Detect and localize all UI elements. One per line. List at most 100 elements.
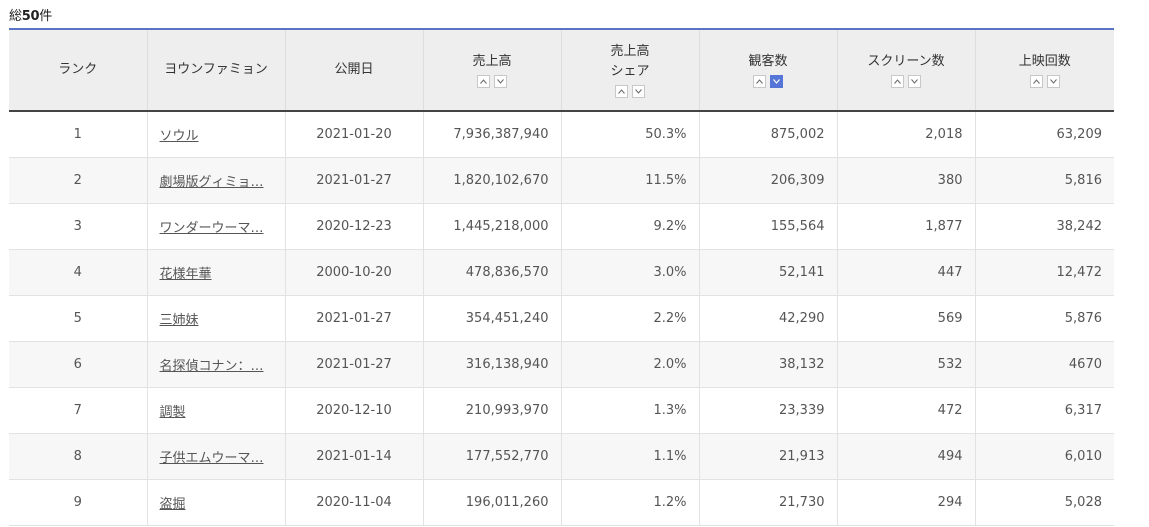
header-share-label-line2: シェア bbox=[610, 64, 650, 79]
cell-title: 子供エムウーマ… bbox=[147, 433, 286, 480]
header-screens: スクリーン数 bbox=[837, 28, 976, 112]
cell-audience: 23,339 bbox=[699, 387, 838, 434]
cell-sales: 316,138,940 bbox=[423, 341, 562, 388]
audience-sort-controls bbox=[700, 75, 837, 88]
box-office-table-wrapper: ランク ヨウンファミョン 公開日 売上高 売上高 シェア 観客数 bbox=[9, 28, 1114, 526]
cell-share: 9.2% bbox=[561, 203, 700, 250]
cell-rank: 2 bbox=[9, 157, 148, 204]
cell-date: 2021-01-27 bbox=[285, 341, 424, 388]
cell-audience: 155,564 bbox=[699, 203, 838, 250]
cell-rank: 5 bbox=[9, 295, 148, 342]
cell-title: 盗掘 bbox=[147, 479, 286, 526]
table-body: 1 ソウル 2021-01-20 7,936,387,940 50.3% 875… bbox=[9, 111, 1114, 526]
movie-title-link[interactable]: 劇場版グィミョ… bbox=[159, 175, 264, 190]
movie-title-link[interactable]: 三姉妹 bbox=[159, 313, 199, 328]
sort-desc-button[interactable] bbox=[908, 75, 921, 88]
sort-desc-button[interactable] bbox=[632, 85, 645, 98]
movie-title-link[interactable]: 名探偵コナン：… bbox=[159, 359, 264, 374]
cell-share: 11.5% bbox=[561, 157, 700, 204]
chevron-down-icon bbox=[1049, 79, 1057, 84]
cell-audience: 38,132 bbox=[699, 341, 838, 388]
header-rank-label: ランク bbox=[58, 62, 98, 77]
cell-title: 花様年華 bbox=[147, 249, 286, 296]
header-date-label: 公開日 bbox=[334, 62, 374, 77]
showings-sort-controls bbox=[976, 75, 1115, 88]
table-row: 8 子供エムウーマ… 2021-01-14 177,552,770 1.1% 2… bbox=[9, 433, 1114, 480]
cell-share: 1.3% bbox=[561, 387, 700, 434]
header-share-label-line1: 売上高 bbox=[610, 44, 650, 59]
cell-screens: 380 bbox=[837, 157, 976, 204]
sort-asc-button[interactable] bbox=[1029, 75, 1043, 88]
chevron-up-icon bbox=[618, 89, 625, 94]
total-count: 総50件 bbox=[9, 5, 52, 24]
cell-date: 2021-01-14 bbox=[285, 433, 424, 480]
header-audience: 観客数 bbox=[699, 28, 838, 112]
cell-showings: 38,242 bbox=[975, 203, 1114, 250]
chevron-up-icon bbox=[894, 79, 901, 84]
header-title: ヨウンファミョン bbox=[147, 28, 286, 112]
cell-title: 劇場版グィミョ… bbox=[147, 157, 286, 204]
cell-date: 2000-10-20 bbox=[285, 249, 424, 296]
cell-title: ワンダーウーマ… bbox=[147, 203, 286, 250]
cell-audience: 42,290 bbox=[699, 295, 838, 342]
total-suffix: 件 bbox=[39, 9, 52, 24]
cell-screens: 1,877 bbox=[837, 203, 976, 250]
cell-audience: 52,141 bbox=[699, 249, 838, 296]
cell-rank: 9 bbox=[9, 479, 148, 526]
sort-asc-button[interactable] bbox=[477, 75, 490, 88]
cell-showings: 12,472 bbox=[975, 249, 1114, 296]
cell-share: 2.2% bbox=[561, 295, 700, 342]
cell-audience: 21,913 bbox=[699, 433, 838, 480]
chevron-up-icon bbox=[756, 79, 763, 84]
movie-title-link[interactable]: ワンダーウーマ… bbox=[159, 221, 264, 236]
sales-sort-controls bbox=[424, 75, 561, 88]
table-row: 3 ワンダーウーマ… 2020-12-23 1,445,218,000 9.2%… bbox=[9, 203, 1114, 250]
header-sales-label: 売上高 bbox=[472, 54, 512, 69]
cell-sales: 1,445,218,000 bbox=[423, 203, 562, 250]
table-header: ランク ヨウンファミョン 公開日 売上高 売上高 シェア 観客数 bbox=[9, 28, 1115, 112]
chevron-down-icon bbox=[497, 79, 504, 84]
table-row: 6 名探偵コナン：… 2021-01-27 316,138,940 2.0% 3… bbox=[9, 341, 1114, 388]
total-prefix: 総 bbox=[9, 9, 22, 24]
cell-title: 調製 bbox=[147, 387, 286, 434]
chevron-down-icon bbox=[635, 89, 642, 94]
table-row: 9 盗掘 2020-11-04 196,011,260 1.2% 21,730 … bbox=[9, 479, 1114, 526]
cell-date: 2020-12-10 bbox=[285, 387, 424, 434]
sort-desc-button-active[interactable] bbox=[770, 75, 783, 88]
movie-title-link[interactable]: ソウル bbox=[159, 129, 199, 144]
cell-showings: 5,876 bbox=[975, 295, 1114, 342]
chevron-down-icon bbox=[911, 79, 918, 84]
cell-sales: 478,836,570 bbox=[423, 249, 562, 296]
cell-share: 50.3% bbox=[561, 111, 700, 158]
cell-showings: 4670 bbox=[975, 341, 1114, 388]
cell-sales: 7,936,387,940 bbox=[423, 111, 562, 158]
movie-title-link[interactable]: 花様年華 bbox=[159, 267, 212, 282]
movie-title-link[interactable]: 子供エムウーマ… bbox=[159, 451, 264, 466]
movie-title-link[interactable]: 調製 bbox=[159, 405, 186, 420]
table-row: 1 ソウル 2021-01-20 7,936,387,940 50.3% 875… bbox=[9, 111, 1114, 158]
cell-date: 2021-01-27 bbox=[285, 295, 424, 342]
cell-audience: 875,002 bbox=[699, 111, 838, 158]
sort-asc-button[interactable] bbox=[753, 75, 766, 88]
sort-desc-button[interactable] bbox=[494, 75, 507, 88]
total-number: 50 bbox=[21, 9, 40, 24]
cell-audience: 206,309 bbox=[699, 157, 838, 204]
cell-showings: 6,010 bbox=[975, 433, 1114, 480]
sort-desc-button[interactable] bbox=[1046, 75, 1060, 88]
sort-asc-button[interactable] bbox=[891, 75, 904, 88]
cell-title: ソウル bbox=[147, 111, 286, 158]
cell-screens: 532 bbox=[837, 341, 976, 388]
table-row: 4 花様年華 2000-10-20 478,836,570 3.0% 52,14… bbox=[9, 249, 1114, 296]
cell-date: 2020-12-23 bbox=[285, 203, 424, 250]
cell-sales: 210,993,970 bbox=[423, 387, 562, 434]
cell-sales: 196,011,260 bbox=[423, 479, 562, 526]
table-row: 5 三姉妹 2021-01-27 354,451,240 2.2% 42,290… bbox=[9, 295, 1114, 342]
cell-rank: 4 bbox=[9, 249, 148, 296]
cell-screens: 447 bbox=[837, 249, 976, 296]
cell-audience: 21,730 bbox=[699, 479, 838, 526]
movie-title-link[interactable]: 盗掘 bbox=[159, 497, 186, 512]
sort-asc-button[interactable] bbox=[615, 85, 628, 98]
screens-sort-controls bbox=[838, 75, 975, 88]
chevron-up-icon bbox=[1032, 79, 1040, 84]
cell-sales: 1,820,102,670 bbox=[423, 157, 562, 204]
